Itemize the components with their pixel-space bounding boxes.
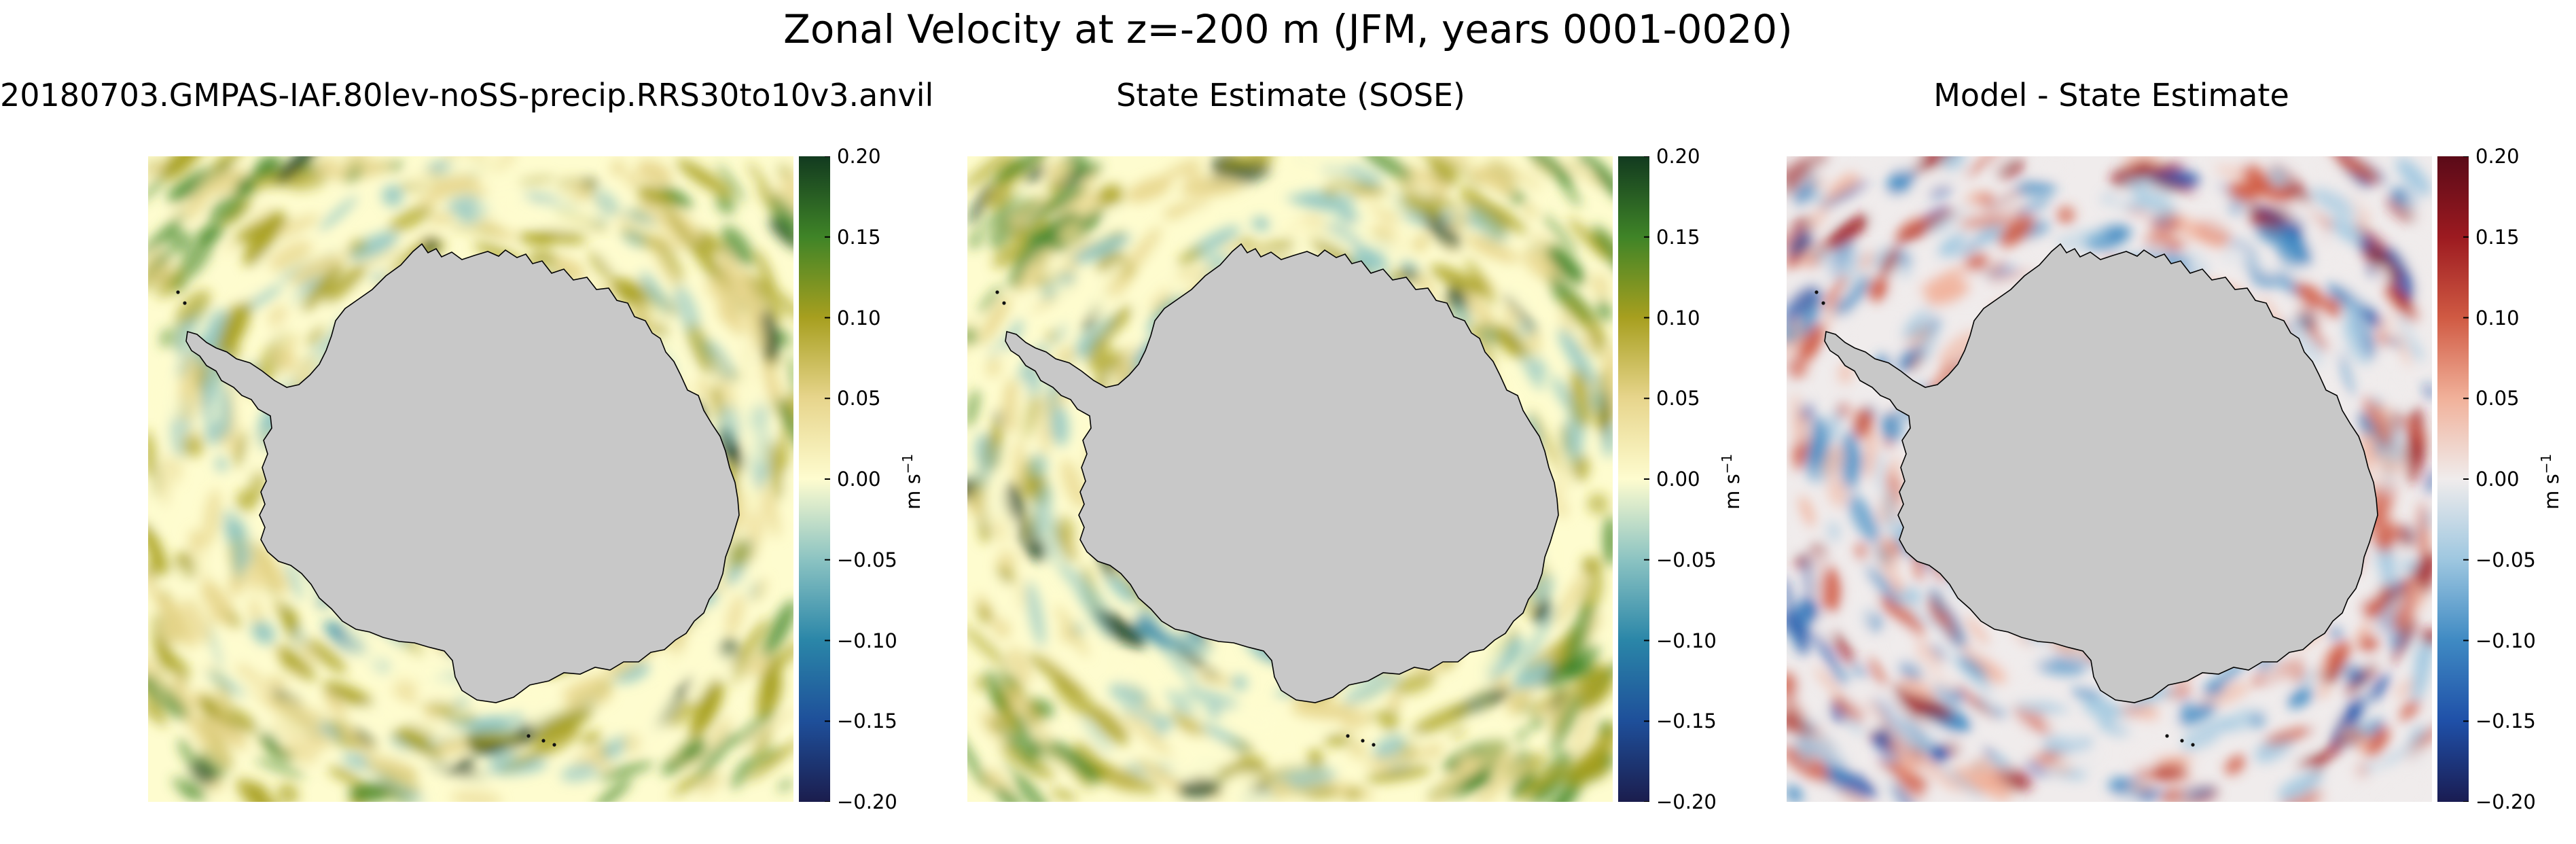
island-marker [1346,734,1350,738]
colorbar-tick-label: −0.05 [1656,548,1717,572]
colorbar-tick-label: 0.15 [837,225,881,249]
island-marker [552,743,556,747]
colorbar-tick-label: −0.10 [837,629,897,652]
island-marker [183,301,187,305]
island-marker [1814,290,1819,294]
colorbar-tick-label: 0.00 [2475,468,2520,491]
colorbar-tick-label: −0.05 [2475,548,2536,572]
island-marker [526,734,531,738]
colorbar-difference [2437,156,2469,803]
colorbar-unit-label-difference: m s−1 [2538,453,2563,510]
colorbar-unit-label-model: m s−1 [899,453,925,510]
island-marker [1002,301,1006,305]
panel-title-model: 20180703.GMPAS-IAF.80lev-noSS-precip.RRS… [0,77,934,113]
colorbar-unit-label-sose: m s−1 [1719,453,1744,510]
island-marker [176,290,180,294]
colorbar-tick-label: 0.20 [1656,145,1700,168]
map-model-velocity [148,156,793,802]
map-sose-velocity [967,156,1613,802]
colorbar-tick-label: 0.20 [2475,145,2520,168]
map-difference [1787,156,2432,802]
island-marker [2180,739,2184,743]
colorbar-tick-label: 0.00 [1656,468,1700,491]
antarctica-landmass [185,243,740,703]
island-marker [541,739,545,743]
colorbar-tick-label: 0.10 [837,306,881,330]
colorbar-tick-label: 0.20 [837,145,881,168]
colorbar-tick-label: 0.10 [1656,306,1700,330]
figure-title: Zonal Velocity at z=-200 m (JFM, years 0… [783,6,1793,52]
colorbar-tick-label: −0.20 [2475,790,2536,813]
antarctica-landmass [1824,243,2378,703]
colorbar-tick-label: −0.15 [2475,709,2536,733]
island-marker [2191,743,2195,747]
island-marker [1372,743,1376,747]
colorbar-tick-label: −0.20 [1656,790,1717,813]
island-marker [1821,301,1825,305]
colorbar-tick-label: 0.00 [837,468,881,491]
colorbar-tick-label: −0.20 [837,790,897,813]
island-marker [2165,734,2169,738]
colorbar-tick-label: 0.05 [2475,387,2520,410]
colorbar-tick-label: 0.15 [1656,225,1700,249]
panel-title-sose: State Estimate (SOSE) [1116,77,1465,113]
panel-title-difference: Model - State Estimate [1933,77,2289,113]
colorbar-tick-label: 0.05 [1656,387,1700,410]
colorbar-tick-label: −0.10 [1656,629,1717,652]
colorbar-tick-label: −0.15 [1656,709,1717,733]
colorbar-sose [1618,156,1649,803]
colorbar-tick-label: 0.10 [2475,306,2520,330]
colorbar-model [799,156,830,803]
island-marker [1361,739,1365,743]
antarctica-landmass [1005,243,1559,703]
colorbar-tick-label: −0.15 [837,709,897,733]
colorbar-tick-label: 0.15 [2475,225,2520,249]
colorbar-tick-label: −0.05 [837,548,897,572]
colorbar-tick-label: −0.10 [2475,629,2536,652]
island-marker [995,290,999,294]
colorbar-tick-label: 0.05 [837,387,881,410]
